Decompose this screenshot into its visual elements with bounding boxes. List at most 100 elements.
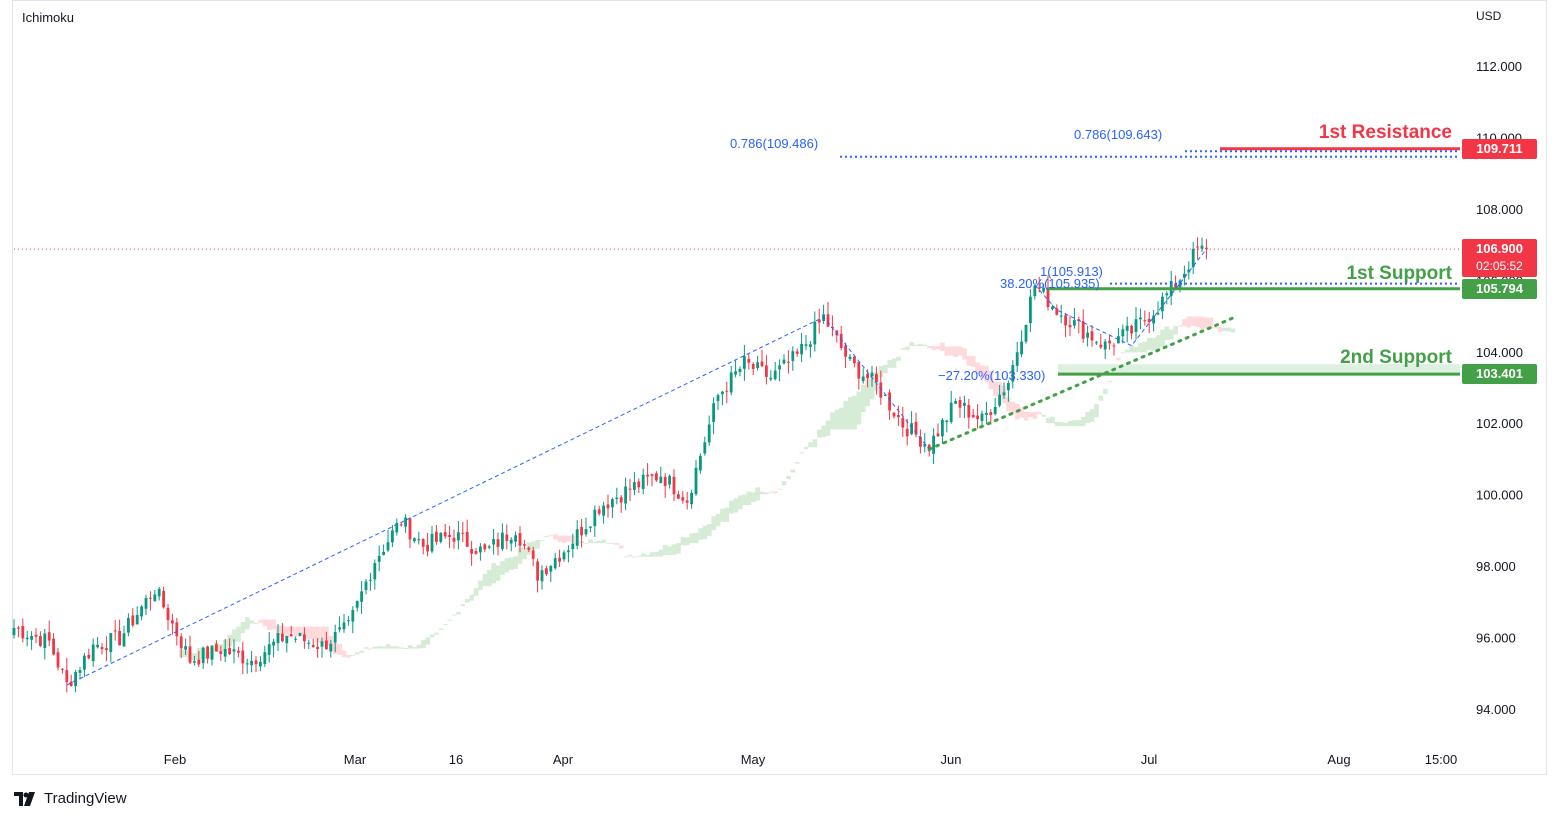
cloud-segment [465, 599, 470, 603]
candle-body [501, 532, 504, 550]
cloud-segment [478, 580, 483, 590]
cloud-segment [381, 646, 386, 649]
cloud-segment [583, 543, 589, 545]
candle-body [272, 641, 275, 646]
cloud-segment [1045, 417, 1051, 424]
cloud-segment [962, 348, 967, 360]
candle-body [69, 681, 73, 687]
candle-body [1002, 392, 1006, 396]
candle-body [562, 552, 566, 560]
candle-body [65, 670, 69, 683]
candle-body [118, 630, 121, 646]
candle-body [571, 543, 575, 550]
candle-body [1134, 319, 1138, 332]
cloud-segment [253, 623, 259, 625]
cloud-segment [821, 425, 826, 438]
x-tick-label: Jun [941, 752, 962, 767]
y-tick-label: 100.000 [1476, 488, 1523, 503]
candle-body [377, 555, 381, 562]
cloud-segment [927, 346, 932, 349]
candle-body [1033, 285, 1037, 297]
cloud-segment [993, 381, 998, 397]
candle-body [443, 532, 447, 537]
candle-body [250, 660, 253, 666]
cloud-segment [698, 528, 703, 540]
cloud-segment [368, 648, 373, 650]
cloud-segment [548, 534, 554, 536]
candle-body [998, 394, 1001, 406]
support-1-price-tag: 105.794 [1462, 278, 1537, 299]
candle-body [725, 390, 729, 392]
cloud-segment [350, 654, 356, 656]
cloud-segment [605, 542, 611, 544]
cloud-segment [949, 346, 954, 356]
cloud-segment [975, 362, 980, 374]
cloud-segment [847, 397, 853, 430]
cloud-segment [979, 365, 985, 379]
candle-body [263, 652, 267, 665]
candle-body [78, 670, 82, 673]
candle-body [681, 497, 685, 501]
cloud-segment [231, 629, 237, 642]
cloud-segment [1094, 404, 1099, 418]
candle-body [43, 633, 47, 649]
cloud-segment [966, 355, 972, 366]
cloud-segment [720, 508, 725, 522]
candle-body [166, 607, 170, 621]
fib-neg-272-label: −27.20%(103.330) [938, 367, 1046, 383]
cloud-segment [1221, 327, 1227, 332]
candle-body [963, 402, 966, 406]
candle-body [259, 661, 262, 667]
candle-body [1024, 324, 1028, 342]
candle-body [325, 640, 328, 650]
candle-body [1081, 321, 1085, 339]
cloud-segment [803, 446, 809, 449]
candle-body [989, 412, 993, 415]
candle-body [100, 646, 104, 650]
candle-body [408, 518, 412, 540]
candle-body [175, 622, 179, 637]
support-1-label: 1st Support [1346, 262, 1452, 284]
candle-body [1015, 352, 1019, 366]
cloud-segment [482, 573, 488, 587]
cloud-segment [456, 611, 461, 615]
cloud-segment [421, 640, 426, 649]
candle-body [219, 651, 223, 654]
candle-body [179, 636, 183, 649]
price-chart[interactable]: 94.000 96.000 98.000 100.000 102.000 104.000 1… [0, 0, 1561, 780]
cloud-segment [957, 346, 963, 356]
cloud-segment [236, 626, 241, 642]
tradingview-brand[interactable]: TradingView [14, 790, 127, 807]
cloud-segment [1006, 397, 1011, 412]
candle-body [307, 642, 311, 644]
candle-body [659, 476, 663, 484]
x-tick-label: Apr [553, 752, 574, 767]
candle-body [197, 659, 201, 665]
cloud-segment [777, 488, 782, 490]
candles [12, 237, 1208, 693]
candle-body [245, 663, 249, 665]
cloud-segment [539, 540, 545, 542]
candle-body [17, 627, 20, 629]
candle-body [479, 546, 482, 553]
candle-body [910, 423, 913, 435]
cloud-segment [1072, 420, 1077, 427]
candle-body [157, 588, 161, 597]
candle-body [813, 321, 817, 345]
cloud-segment [566, 535, 571, 542]
candle-body [87, 654, 91, 659]
candle-body [1125, 325, 1129, 331]
cloud-segment [429, 634, 435, 638]
candle-body [188, 646, 192, 663]
cloud-segment [473, 588, 479, 596]
cloud-segment [1063, 422, 1068, 427]
cloud-segment [935, 346, 941, 350]
candle-body [285, 636, 289, 644]
y-tick-label: 112.000 [1476, 59, 1522, 74]
candle-body [875, 373, 878, 383]
candle-body [369, 579, 372, 581]
candle-body [985, 412, 988, 415]
candle-body [391, 530, 394, 543]
cloud-segment [808, 442, 813, 448]
candle-body [655, 473, 658, 481]
